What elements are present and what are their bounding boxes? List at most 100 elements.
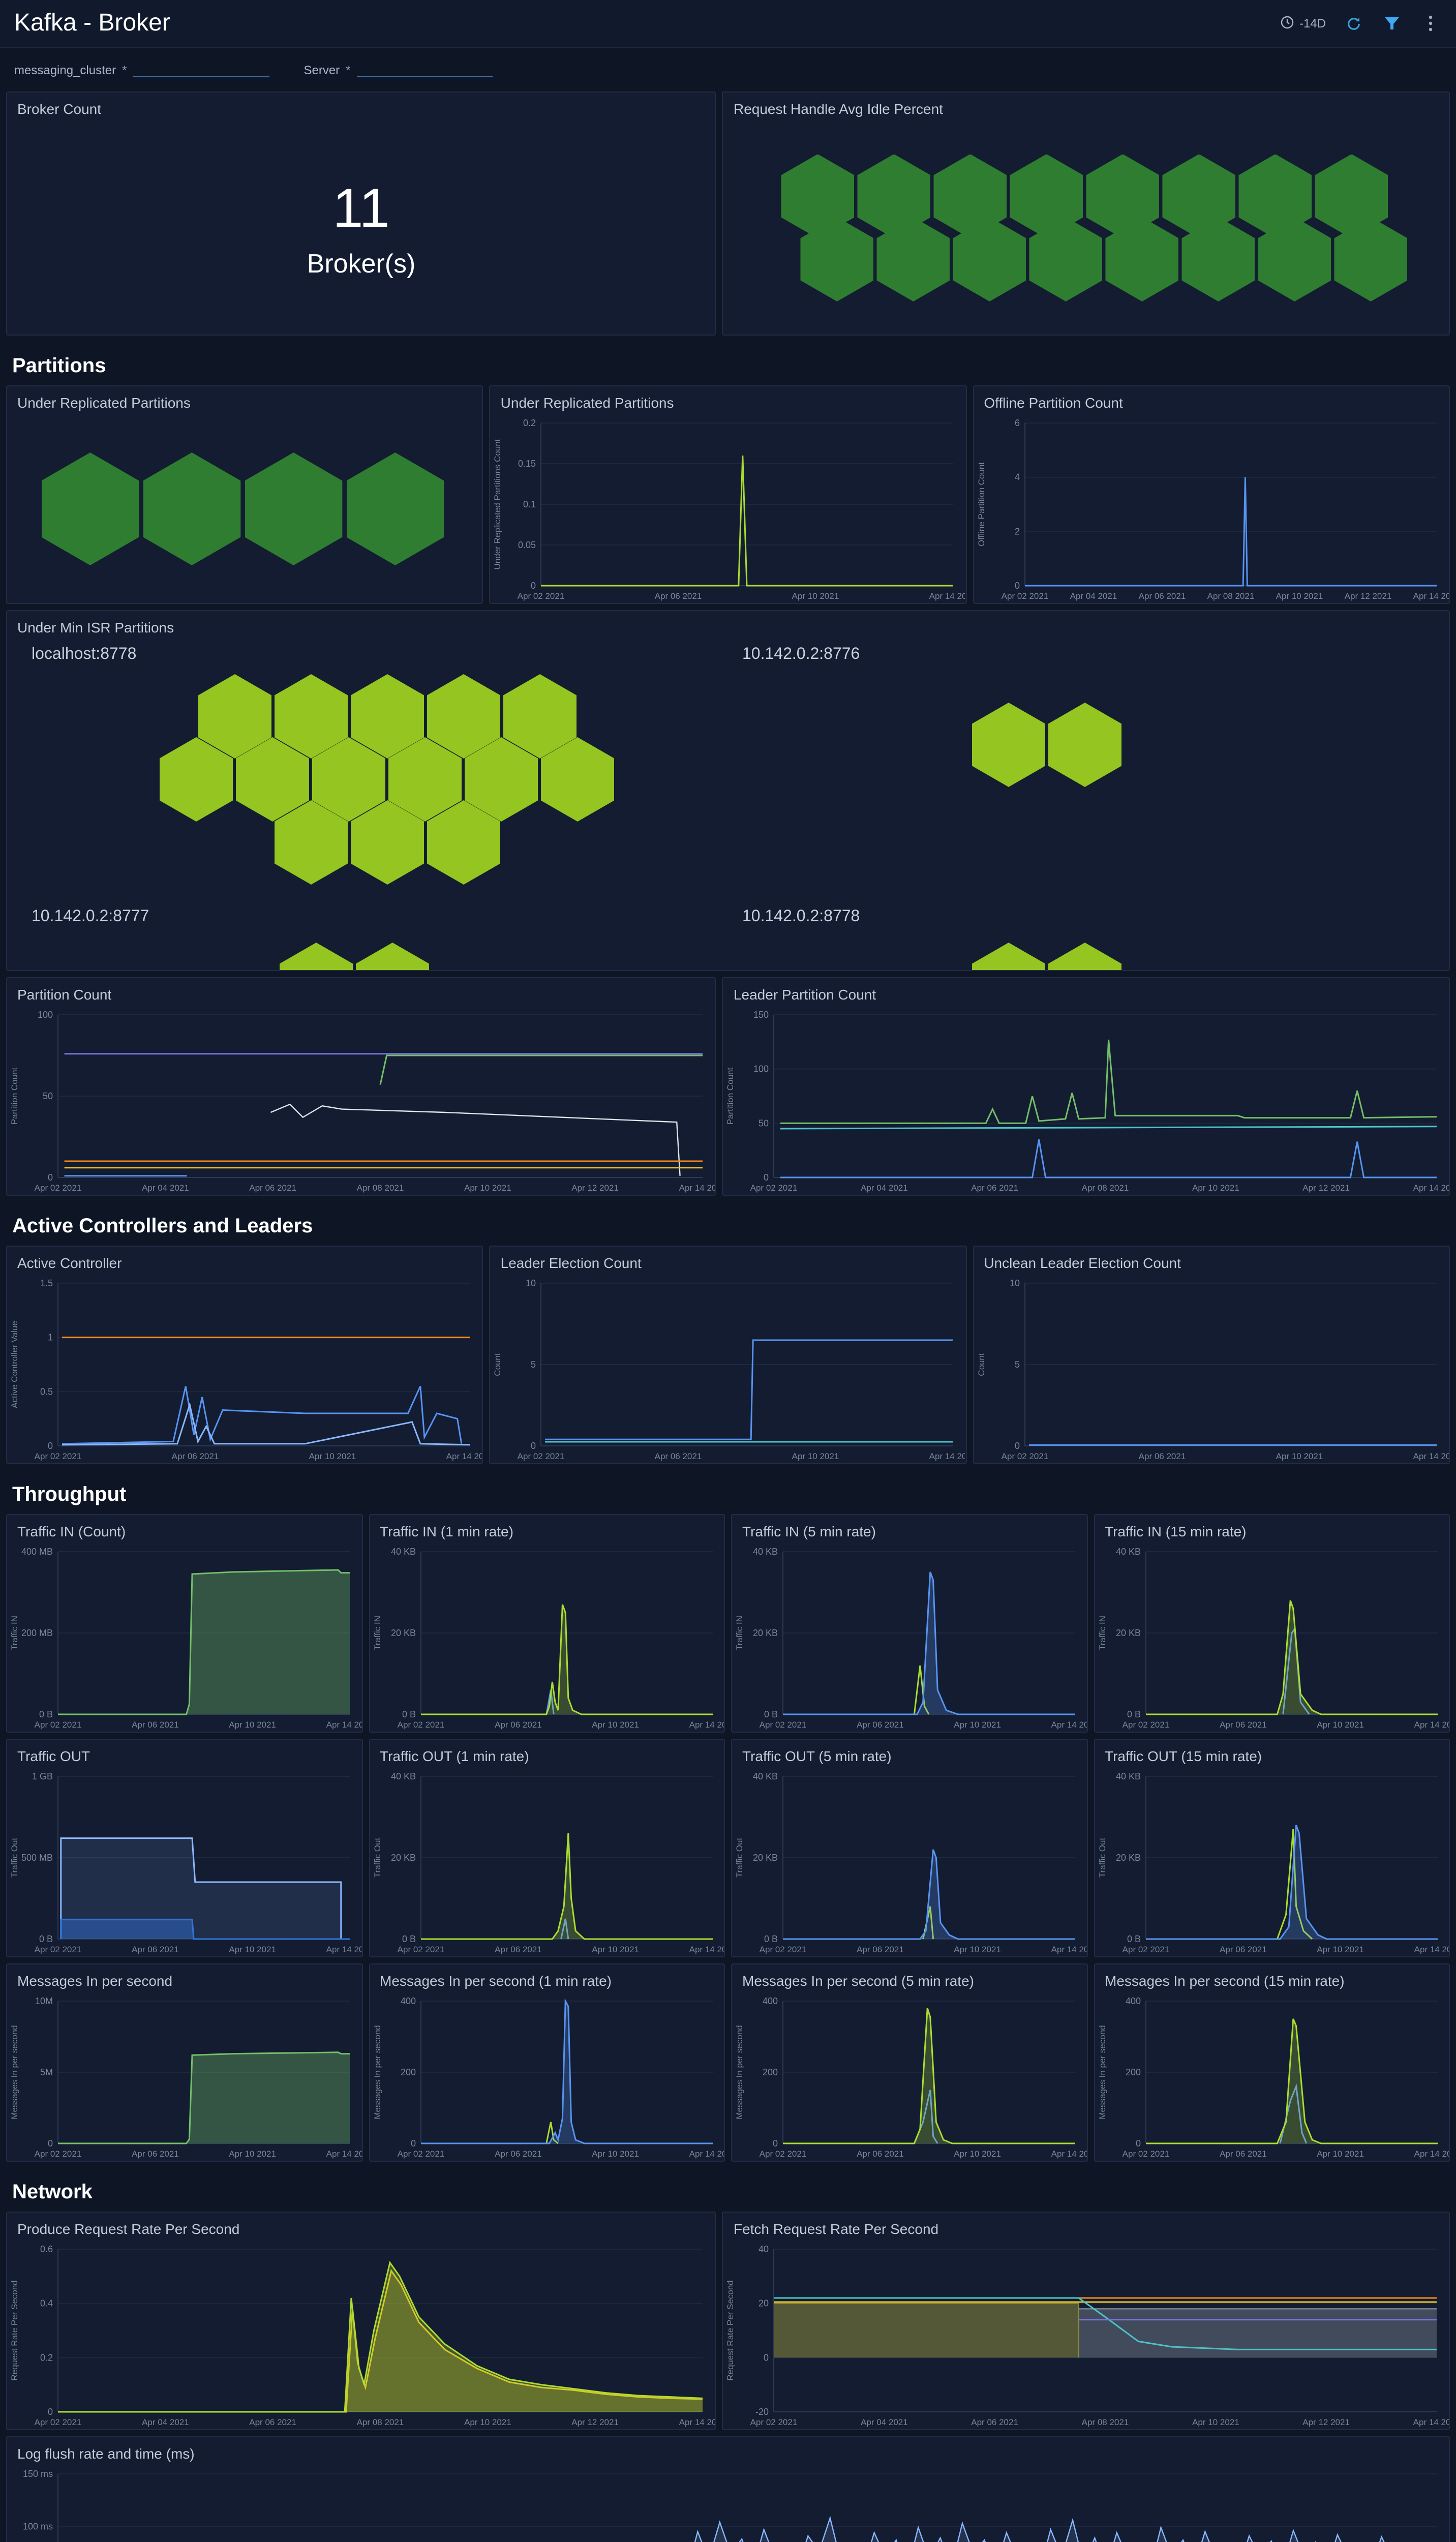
svg-text:20 KB: 20 KB xyxy=(1115,1628,1140,1638)
filter-button[interactable] xyxy=(1381,12,1403,35)
under-replicated-chart[interactable]: 0 0.05 0.1 0.15 0.2 Apr 02 2021 Apr 06 2021 Apr… xyxy=(491,415,966,603)
fetch-rate-chart[interactable]: -20 0 20 40 Apr 02 2021 Apr 04 2021 Apr 06 202… xyxy=(723,2241,1449,2429)
chart-svg: 0 0.5 1 1.5 Apr 02 2021 Apr 06 2021 Apr 10 202… xyxy=(10,1278,482,1461)
svg-text:Apr 02 2021: Apr 02 2021 xyxy=(1001,1451,1048,1461)
svg-text:Apr 06 2021: Apr 06 2021 xyxy=(857,1720,904,1730)
svg-text:Apr 06 2021: Apr 06 2021 xyxy=(1138,591,1186,601)
panel-produce-rate: Produce Request Rate Per Second 0 0.2 0.4 0… xyxy=(6,2212,716,2430)
svg-text:Apr 14 2021: Apr 14 2021 xyxy=(326,1720,362,1730)
svg-text:Apr 10 2021: Apr 10 2021 xyxy=(1316,2149,1363,2159)
panel-offline-partition: Offline Partition Count 0 2 4 6 Apr 02 2021 A… xyxy=(973,385,1450,604)
svg-text:Apr 10 2021: Apr 10 2021 xyxy=(792,1451,839,1461)
unclean-leader-election-chart[interactable]: 0 5 10 Apr 02 2021 Apr 06 2021 Apr 10 2021 Apr… xyxy=(974,1275,1449,1463)
messages-in-15m-chart[interactable]: 0 200 400 Apr 02 2021 Apr 06 2021 Apr 10 2021… xyxy=(1095,1993,1449,2161)
refresh-button[interactable] xyxy=(1342,12,1364,35)
svg-text:Apr 04 2021: Apr 04 2021 xyxy=(861,1183,908,1193)
svg-text:Apr 02 2021: Apr 02 2021 xyxy=(1122,1720,1169,1730)
panel-messages-in: Messages In per second 0 5M 10M Apr 02 2021… xyxy=(6,1963,362,2162)
chart-svg: 0 5 10 Apr 02 2021 Apr 06 2021 Apr 10 2021 Apr… xyxy=(976,1278,1449,1461)
chart-svg: 0 B 200 MB 400 MB Apr 02 2021 Apr 06 2021 Apr… xyxy=(10,1547,362,1730)
leader-election-chart[interactable]: 0 5 10 Apr 02 2021 Apr 06 2021 Apr 10 2021 Apr… xyxy=(491,1275,966,1463)
chart-svg: 0 0.05 0.1 0.15 0.2 Apr 02 2021 Apr 06 2021 Apr… xyxy=(493,418,966,601)
panel-title: Traffic IN (1 min rate) xyxy=(380,1523,513,1539)
svg-text:Apr 14 2021: Apr 14 2021 xyxy=(1414,1183,1449,1193)
svg-text:Apr 10 2021: Apr 10 2021 xyxy=(464,1183,511,1193)
svg-text:Apr 06 2021: Apr 06 2021 xyxy=(1138,1451,1186,1461)
svg-text:Apr 14 2021: Apr 14 2021 xyxy=(1414,1720,1449,1730)
svg-text:Apr 06 2021: Apr 06 2021 xyxy=(132,2149,179,2159)
svg-text:Active Controller Value: Active Controller Value xyxy=(10,1321,19,1408)
produce-rate-chart[interactable]: 0 0.2 0.4 0.6 Apr 02 2021 Apr 04 2021 Apr 06 2… xyxy=(7,2241,715,2429)
svg-text:Apr 10 2021: Apr 10 2021 xyxy=(1193,2417,1240,2427)
messaging-cluster-label: messaging_cluster xyxy=(14,63,116,77)
messaging-cluster-input[interactable] xyxy=(133,56,269,77)
partition-count-chart[interactable]: 0 50 100 Apr 02 2021 Apr 04 2021 Apr 06 2021 A… xyxy=(7,1007,715,1195)
leader-partition-count-chart[interactable]: 0 50 100 150 Apr 02 2021 Apr 04 2021 Apr 06 20… xyxy=(723,1007,1449,1195)
time-range-label: -14D xyxy=(1299,16,1326,31)
panel-title: Fetch Request Rate Per Second xyxy=(733,2221,939,2237)
active-controller-chart[interactable]: 0 0.5 1 1.5 Apr 02 2021 Apr 06 2021 Apr 10 202… xyxy=(7,1275,482,1463)
traffic-out-15m-chart[interactable]: 0 B 20 KB 40 KB Apr 02 2021 Apr 06 2021 Apr 1… xyxy=(1095,1768,1449,1956)
panel-traffic-in-15m: Traffic IN (15 min rate) 0 B 20 KB 40 KB Ap… xyxy=(1094,1514,1450,1733)
svg-text:400: 400 xyxy=(763,1996,778,2006)
svg-text:0: 0 xyxy=(1135,2138,1140,2148)
svg-text:400: 400 xyxy=(400,1996,415,2006)
hexagon xyxy=(41,452,139,565)
svg-text:0 B: 0 B xyxy=(402,1709,415,1719)
panel-active-controller: Active Controller 0 0.5 1 1.5 Apr 02 2021 Apr… xyxy=(6,1246,483,1464)
svg-text:Apr 10 2021: Apr 10 2021 xyxy=(591,2149,639,2159)
svg-text:Apr 06 2021: Apr 06 2021 xyxy=(172,1451,219,1461)
chart-svg: 0 B 20 KB 40 KB Apr 02 2021 Apr 06 2021 Apr 1… xyxy=(735,1771,1086,1954)
traffic-in-15m-chart[interactable]: 0 B 20 KB 40 KB Apr 02 2021 Apr 06 2021 Apr 1… xyxy=(1095,1544,1449,1732)
isr-group-8777: 10.142.0.2:8777 xyxy=(17,902,728,970)
hexagon xyxy=(280,943,353,970)
traffic-out-5m-chart[interactable]: 0 B 20 KB 40 KB Apr 02 2021 Apr 06 2021 Apr 1… xyxy=(732,1768,1086,1956)
hexagon xyxy=(1048,703,1121,787)
hexagon xyxy=(972,703,1045,787)
panel-traffic-out-1m: Traffic OUT (1 min rate) 0 B 20 KB 40 KB Ap… xyxy=(369,1739,725,1957)
isr-honeycomb[interactable] xyxy=(972,943,1439,970)
svg-text:Apr 14 2021: Apr 14 2021 xyxy=(1413,591,1448,601)
time-range-control[interactable]: -14D xyxy=(1280,15,1326,32)
svg-text:Messages In per second: Messages In per second xyxy=(372,2025,382,2119)
chart-svg: 0 B 20 KB 40 KB Apr 02 2021 Apr 06 2021 Apr 1… xyxy=(1097,1547,1449,1730)
traffic-out-chart[interactable]: 0 B 500 MB 1 GB Apr 02 2021 Apr 06 2021 Apr 1… xyxy=(7,1768,361,1956)
svg-text:Apr 04 2021: Apr 04 2021 xyxy=(142,2417,189,2427)
svg-text:Apr 02 2021: Apr 02 2021 xyxy=(1122,1945,1169,1954)
svg-text:Apr 10 2021: Apr 10 2021 xyxy=(1193,1183,1240,1193)
offline-partition-chart[interactable]: 0 2 4 6 Apr 02 2021 Apr 04 2021 Apr 06 2021 Apr… xyxy=(974,415,1449,603)
panel-fetch-rate: Fetch Request Rate Per Second -20 0 20 40 Ap… xyxy=(722,2212,1450,2430)
svg-text:50: 50 xyxy=(759,1118,769,1128)
isr-honeycomb[interactable] xyxy=(972,703,1439,787)
traffic-in-1m-chart[interactable]: 0 B 20 KB 40 KB Apr 02 2021 Apr 06 2021 Apr 1… xyxy=(370,1544,724,1732)
messages-in-chart[interactable]: 0 5M 10M Apr 02 2021 Apr 06 2021 Apr 10 2021 A… xyxy=(7,1993,361,2161)
panel-title: Traffic OUT (15 min rate) xyxy=(1105,1748,1262,1764)
svg-text:400: 400 xyxy=(1125,1996,1140,2006)
messages-in-5m-chart[interactable]: 0 200 400 Apr 02 2021 Apr 06 2021 Apr 10 2021… xyxy=(732,1993,1086,2161)
server-input[interactable] xyxy=(356,56,493,77)
svg-text:Apr 04 2021: Apr 04 2021 xyxy=(861,2417,908,2427)
traffic-in-count-chart[interactable]: 0 B 200 MB 400 MB Apr 02 2021 Apr 06 2021 Apr… xyxy=(7,1544,361,1732)
svg-text:0.5: 0.5 xyxy=(40,1386,53,1397)
traffic-in-5m-chart[interactable]: 0 B 20 KB 40 KB Apr 02 2021 Apr 06 2021 Apr 1… xyxy=(732,1544,1086,1732)
chart-svg: -20 0 20 40 Apr 02 2021 Apr 04 2021 Apr 06 202… xyxy=(726,2244,1449,2427)
svg-text:40 KB: 40 KB xyxy=(390,1547,415,1557)
under-replicated-honeycomb[interactable] xyxy=(7,415,482,603)
isr-group-label: localhost:8778 xyxy=(32,646,137,663)
kebab-menu-button[interactable] xyxy=(1419,12,1442,35)
svg-text:Apr 02 2021: Apr 02 2021 xyxy=(751,2417,798,2427)
svg-text:Apr 04 2021: Apr 04 2021 xyxy=(142,1183,189,1193)
svg-text:20 KB: 20 KB xyxy=(753,1853,778,1863)
traffic-out-1m-chart[interactable]: 0 B 20 KB 40 KB Apr 02 2021 Apr 06 2021 Apr 1… xyxy=(370,1768,724,1956)
svg-text:0: 0 xyxy=(531,1441,536,1451)
svg-text:Apr 06 2021: Apr 06 2021 xyxy=(132,1720,179,1730)
required-mark: * xyxy=(122,63,127,77)
isr-honeycomb[interactable] xyxy=(280,943,728,970)
messages-in-1m-chart[interactable]: 0 200 400 Apr 02 2021 Apr 06 2021 Apr 10 2021… xyxy=(370,1993,724,2161)
svg-text:Apr 02 2021: Apr 02 2021 xyxy=(35,1945,82,1954)
svg-text:Apr 10 2021: Apr 10 2021 xyxy=(792,591,839,601)
request-handle-honeycomb[interactable] xyxy=(723,121,1449,335)
isr-honeycomb[interactable] xyxy=(160,674,728,885)
